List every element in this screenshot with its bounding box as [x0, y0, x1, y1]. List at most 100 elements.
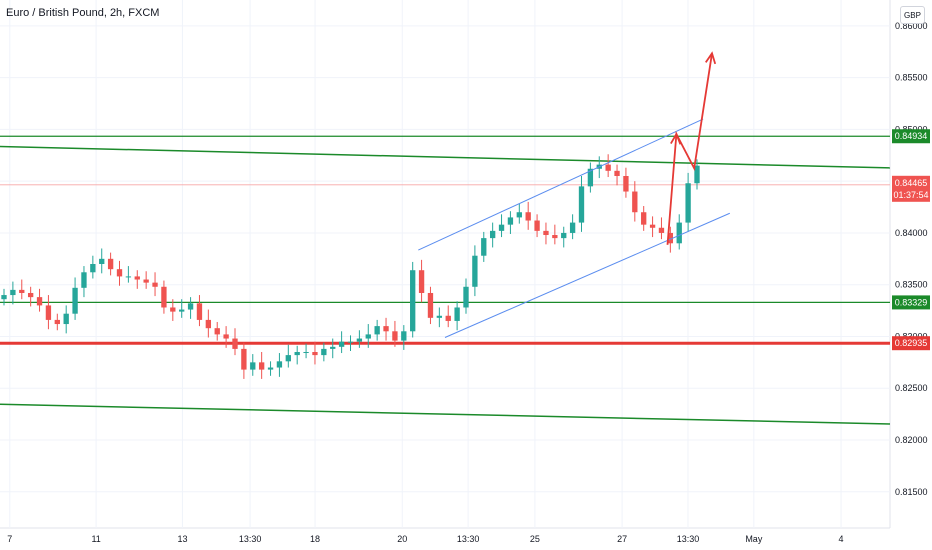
candle-body — [10, 289, 16, 296]
candle-body — [294, 352, 300, 356]
candle-body — [489, 230, 496, 239]
candle-body — [232, 338, 238, 349]
x-tick-label: 4 — [839, 534, 844, 544]
candle-body — [374, 326, 380, 335]
candle-body — [19, 289, 25, 293]
candle-body — [401, 331, 407, 341]
candle-body — [436, 315, 443, 318]
y-tick-label: 0.84000 — [895, 228, 928, 238]
projection-arrow-path — [666, 53, 713, 245]
candle-body — [125, 276, 132, 278]
candle-body — [90, 264, 96, 273]
y-tick-label: 0.83500 — [895, 280, 928, 290]
chart-title: Euro / British Pound, 2h, FXCM — [6, 7, 160, 19]
x-tick-label: 25 — [530, 534, 540, 544]
candle-body — [454, 307, 460, 321]
candle-body — [187, 303, 194, 310]
candle-body — [658, 227, 665, 233]
candle-body — [99, 258, 105, 264]
candle-body — [312, 352, 318, 356]
candle-body — [250, 362, 256, 370]
candle-body — [152, 282, 158, 287]
candle-body — [507, 217, 514, 225]
candle-body — [632, 191, 638, 213]
channel-line-lower — [444, 212, 730, 338]
candle-body — [578, 186, 585, 223]
trendline — [0, 145, 891, 169]
countdown-label: 01:37:54 — [893, 190, 928, 200]
level-price-badge — [892, 336, 930, 351]
x-tick-label: 13:30 — [677, 534, 700, 544]
candle-body — [525, 212, 531, 221]
candle-body — [303, 352, 309, 353]
candle-body — [445, 315, 451, 321]
candle-body — [63, 313, 69, 325]
candle-body — [605, 164, 611, 171]
x-tick-label: 7 — [7, 534, 12, 544]
level-price-badge — [892, 295, 930, 310]
x-tick-label: 13:30 — [457, 534, 480, 544]
candle-body — [54, 319, 60, 325]
candle-body — [543, 230, 549, 236]
candle-body — [143, 279, 149, 283]
candle-body — [383, 326, 389, 332]
x-tick-label: 13 — [177, 534, 187, 544]
time-axis[interactable]: 7 11 13 13:30 18 20 13:30 25 27 13:30 May 4 — [7, 534, 843, 544]
trendlines — [0, 145, 891, 425]
candle-body — [516, 212, 522, 218]
candle-body — [27, 292, 34, 298]
y-tick-label: 0.82500 — [895, 383, 928, 393]
candle-body — [552, 235, 558, 239]
candle-body — [205, 319, 212, 329]
price-channel — [418, 118, 730, 338]
candle-body — [285, 355, 291, 362]
candle-body — [356, 338, 363, 342]
price-axis[interactable]: 0.860000.855000.850000.845000.840000.835… — [892, 21, 930, 497]
level-price-label: 0.83329 — [895, 297, 928, 307]
current-price-label: 0.84465 — [895, 178, 928, 188]
trendline — [0, 403, 891, 425]
x-tick-label: 13:30 — [239, 534, 262, 544]
level-price-label: 0.84934 — [895, 131, 928, 141]
candle-body — [685, 183, 691, 223]
candle-body — [569, 222, 576, 233]
level-price-label: 0.82935 — [895, 338, 928, 348]
currency-button[interactable]: GBP — [900, 6, 925, 24]
y-tick-label: 0.81500 — [895, 487, 928, 497]
candle-body — [623, 176, 629, 192]
candle-body — [347, 341, 354, 343]
candle-body — [267, 367, 274, 370]
projection-arrow — [666, 51, 717, 245]
candlesticks — [1, 154, 700, 379]
candle-body — [649, 224, 656, 228]
candle-body — [427, 292, 434, 318]
x-tick-label: 20 — [397, 534, 407, 544]
candle-body — [1, 295, 7, 300]
candle-body — [321, 348, 327, 356]
candle-body — [241, 348, 247, 370]
candle-body — [196, 303, 203, 320]
x-tick-label: 11 — [91, 534, 100, 544]
candle-body — [392, 331, 398, 341]
candle-body — [614, 170, 620, 176]
chart-grid — [0, 0, 891, 529]
candle-body — [179, 309, 185, 312]
x-tick-label: 18 — [310, 534, 320, 544]
candle-body — [472, 255, 478, 287]
candle-body — [330, 346, 336, 349]
candle-body — [481, 238, 487, 256]
candle-body — [418, 270, 425, 293]
current-price-badge — [892, 175, 930, 202]
candle-body — [36, 297, 43, 306]
candle-body — [276, 361, 283, 368]
candle-body — [641, 212, 647, 225]
candle-body — [223, 334, 229, 339]
candle-body — [561, 232, 567, 239]
arrow-head-first — [670, 132, 682, 145]
x-tick-label: May — [745, 534, 763, 544]
y-tick-label: 0.85500 — [895, 73, 928, 83]
horizontal-levels — [0, 135, 890, 345]
candle-body — [214, 328, 220, 335]
candle-body — [338, 341, 345, 347]
